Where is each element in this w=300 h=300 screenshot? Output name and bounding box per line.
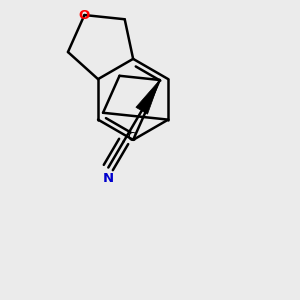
Text: C: C <box>127 131 135 144</box>
Text: O: O <box>79 8 90 22</box>
Text: N: N <box>103 172 114 185</box>
Polygon shape <box>136 80 160 114</box>
